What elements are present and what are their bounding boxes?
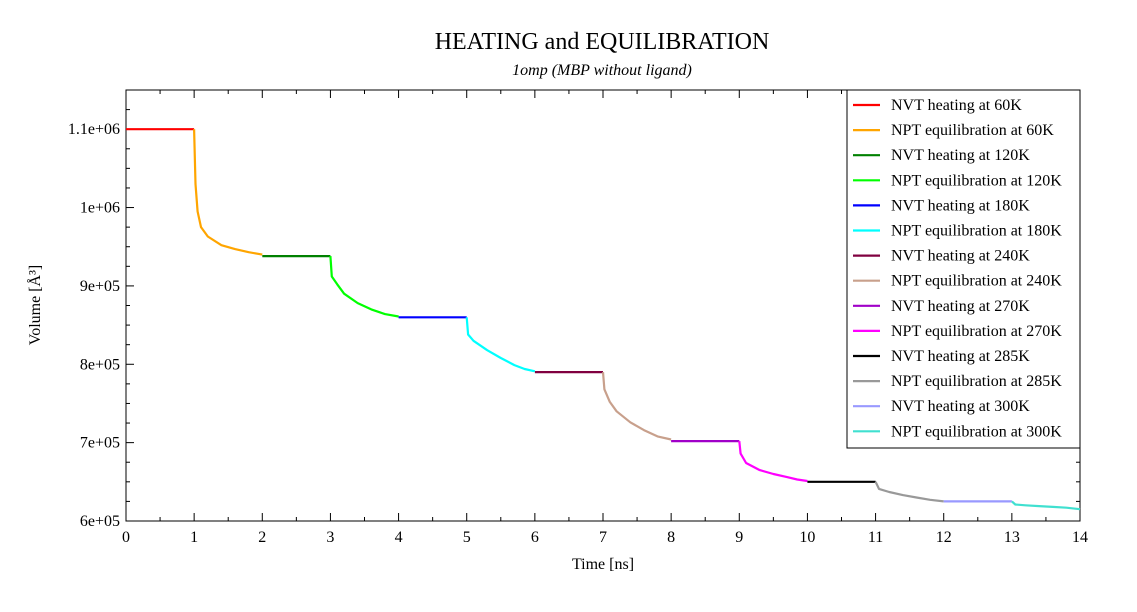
- x-tick-label: 4: [395, 529, 403, 546]
- legend-box: [846, 89, 1081, 449]
- legend-entry: NVT heating at 120K: [891, 147, 1030, 164]
- series-line-12: [874, 481, 944, 503]
- y-tick-label: 7e+05: [80, 435, 120, 452]
- legend-entry: NPT equilibration at 180K: [891, 223, 1062, 240]
- x-tick-label: 12: [936, 529, 952, 546]
- series-lines: [126, 128, 1081, 511]
- legend-entry: NVT heating at 60K: [891, 97, 1022, 114]
- y-tick-label: 8e+05: [80, 356, 120, 373]
- x-tick-label: 0: [122, 529, 130, 546]
- y-tick-label: 6e+05: [80, 513, 120, 530]
- series-line-14: [1011, 500, 1081, 511]
- x-tick-label: 5: [463, 529, 471, 546]
- x-tick-label: 9: [735, 529, 743, 546]
- legend-entry: NPT equilibration at 60K: [891, 122, 1054, 139]
- x-tick-label: 6: [531, 529, 539, 546]
- y-tick-label: 9e+05: [80, 278, 120, 295]
- legend-entry: NVT heating at 270K: [891, 298, 1030, 315]
- y-axis-label: Volume [Å³]: [26, 265, 44, 346]
- series-line-8: [601, 372, 672, 441]
- x-tick-label: 3: [326, 529, 334, 546]
- x-tick-label: 2: [258, 529, 266, 546]
- x-axis-ticks: 0 1 2 3 4 5 6 7 8 9 10 11 12 13 14: [122, 90, 1088, 546]
- x-tick-label: 11: [868, 529, 883, 546]
- chart-title: HEATING and EQUILIBRATION: [435, 29, 770, 55]
- series-line-2: [193, 129, 263, 256]
- x-tick-label: 10: [799, 529, 815, 546]
- legend-entry: NPT equilibration at 240K: [891, 273, 1062, 290]
- legend-entry: NPT equilibration at 285K: [891, 373, 1062, 390]
- series-line-10: [738, 440, 808, 483]
- legend-entry: NVT heating at 285K: [891, 348, 1030, 365]
- legend-entry: NVT heating at 300K: [891, 398, 1030, 415]
- x-tick-label: 7: [599, 529, 607, 546]
- x-tick-label: 14: [1072, 529, 1088, 546]
- x-axis-label: Time [ns]: [572, 556, 634, 573]
- x-tick-label: 13: [1004, 529, 1020, 546]
- y-tick-label: 1.1e+06: [68, 121, 120, 138]
- legend-entry: NPT equilibration at 270K: [891, 323, 1062, 340]
- x-tick-label: 8: [667, 529, 675, 546]
- chart-subtitle: 1omp (MBP without ligand): [512, 62, 692, 79]
- x-tick-label: 1: [190, 529, 198, 546]
- legend-entry: NVT heating at 240K: [891, 248, 1030, 265]
- y-tick-label: 1e+06: [80, 200, 120, 217]
- series-line-6: [465, 317, 536, 373]
- legend: NVT heating at 60K NPT equilibration at 6…: [846, 89, 1081, 449]
- y-axis-ticks: 6e+05 7e+05 8e+05 9e+05 1e+06 1.1e+06: [68, 109, 1080, 530]
- legend-entry: NVT heating at 180K: [891, 197, 1030, 214]
- legend-entry: NPT equilibration at 300K: [891, 423, 1062, 440]
- legend-entry: NPT equilibration at 120K: [891, 172, 1062, 189]
- series-line-4: [329, 256, 399, 318]
